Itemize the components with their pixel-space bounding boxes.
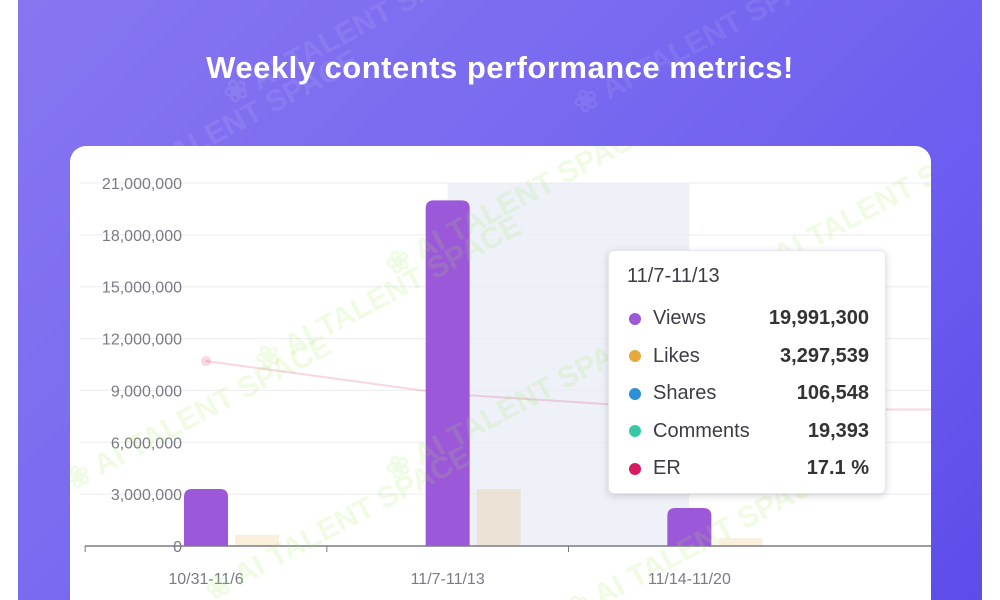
er-point bbox=[201, 356, 211, 367]
x-tick-label: 10/31-11/6 bbox=[168, 571, 243, 588]
likes-bar bbox=[235, 534, 279, 546]
tooltip-value: 19,991,300 bbox=[768, 307, 869, 330]
tooltip-label: Comments bbox=[653, 419, 750, 442]
likes-bar bbox=[476, 488, 521, 546]
y-tick-label: 3,000,000 bbox=[111, 487, 182, 504]
tooltip-label: ER bbox=[653, 457, 681, 480]
y-tick-label: 9,000,000 bbox=[111, 383, 182, 400]
y-tick-label: 18,000,000 bbox=[102, 228, 182, 245]
tooltip-value: 17.1 % bbox=[806, 457, 869, 480]
chart-card: 0 3,000,000 6,000,000 9,000,000 12,000,000 15… bbox=[70, 146, 931, 600]
tooltip-row-shares: Shares 106,548 bbox=[625, 375, 869, 413]
tooltip-title: 11/7-11/13 bbox=[627, 265, 720, 287]
er-dot-icon bbox=[629, 462, 641, 475]
views-bar bbox=[184, 488, 228, 546]
tooltip-value: 106,548 bbox=[796, 382, 869, 405]
views-bar bbox=[667, 507, 712, 546]
views-bar bbox=[425, 200, 470, 546]
tooltip-row-comments: Comments 19,393 bbox=[625, 413, 869, 451]
page-title: Weekly contents performance metrics! bbox=[206, 50, 794, 85]
x-tick-label: 11/7-11/13 bbox=[411, 571, 485, 588]
tooltip-row-likes: Likes 3,297,539 bbox=[625, 338, 869, 376]
views-dot-icon bbox=[629, 312, 641, 325]
comments-dot-icon bbox=[629, 425, 641, 438]
tooltip-row-er: ER 17.1 % bbox=[625, 450, 869, 488]
likes-bar bbox=[718, 538, 763, 546]
y-tick-label: 15,000,000 bbox=[102, 280, 182, 297]
shares-dot-icon bbox=[629, 387, 641, 400]
y-tick-label: 21,000,000 bbox=[102, 176, 182, 193]
y-tick-label: 0 bbox=[173, 539, 182, 556]
tooltip-value: 19,393 bbox=[807, 419, 869, 442]
likes-dot-icon bbox=[629, 350, 641, 363]
x-tick-label: 11/14-11/20 bbox=[648, 571, 731, 588]
tooltip-label: Likes bbox=[653, 344, 700, 367]
tooltip-row-views: Views 19,991,300 bbox=[625, 300, 869, 338]
banner: ❀ AI TALENT SPACE ❀ AI TALENT SPACE ❀ AI… bbox=[18, 0, 982, 600]
chart-tooltip: 11/7-11/13 Views 19,991,300 Likes 3,297,… bbox=[608, 250, 886, 494]
tooltip-label: Shares bbox=[653, 382, 717, 405]
y-tick-label: 12,000,000 bbox=[102, 332, 182, 349]
tooltip-label: Views bbox=[653, 307, 706, 330]
y-tick-label: 6,000,000 bbox=[111, 435, 182, 452]
tooltip-value: 3,297,539 bbox=[780, 344, 869, 367]
